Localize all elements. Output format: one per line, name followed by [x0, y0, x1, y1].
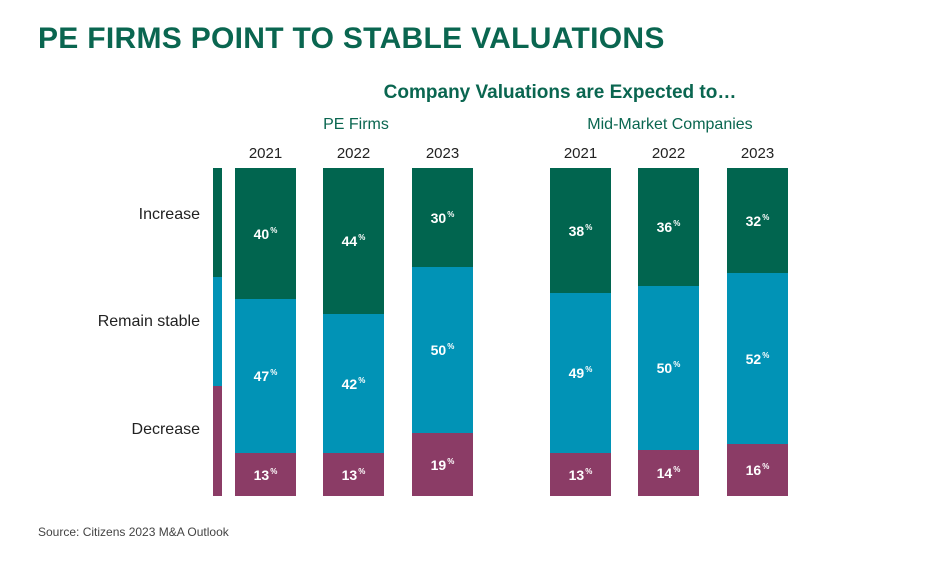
data-label: 49% [568, 365, 593, 381]
legend-strip-decrease [213, 386, 222, 496]
data-label: 13% [253, 466, 278, 483]
source-note: Source: Citizens 2023 M&A Outlook [38, 525, 229, 539]
year-label-mid-market-companies-2023: 2023 [740, 145, 775, 162]
bar-pe-firms-2023: 30% 50% 19% [412, 168, 473, 496]
bar-segment-remain-stable: 52% [727, 273, 788, 444]
legend-label-decrease: Decrease [131, 421, 200, 438]
data-label: 38% [568, 222, 593, 239]
bar-segment-decrease: 13% [550, 453, 611, 496]
group-label-mid-market: Mid-Market Companies [587, 116, 753, 133]
data-label: 50% [656, 360, 681, 376]
data-label: 32% [745, 212, 770, 229]
bar-segment-remain-stable: 50% [638, 286, 699, 450]
bar-mid-market-companies-2022: 36% 50% 14% [638, 168, 699, 496]
year-label-pe-firms-2022: 2022 [336, 145, 371, 162]
bar-segment-increase: 44% [323, 168, 384, 314]
year-label-mid-market-companies-2022: 2022 [651, 145, 686, 162]
legend-strip-increase [213, 168, 222, 277]
legend-label-increase: Increase [138, 206, 200, 223]
data-label: 50% [430, 342, 455, 358]
group-label-pe-firms: PE Firms [323, 116, 389, 133]
data-label: 36% [656, 219, 681, 235]
bar-segment-remain-stable: 47% [235, 299, 296, 453]
data-label: 47% [253, 368, 278, 384]
legend-strip-stable [213, 277, 222, 386]
bar-segment-remain-stable: 50% [412, 267, 473, 433]
year-label-pe-firms-2021: 2021 [248, 145, 283, 162]
legend-label-remain-stable: Remain stable [97, 313, 200, 330]
year-label-mid-market-companies-2021: 2021 [563, 145, 598, 162]
bar-segment-remain-stable: 49% [550, 293, 611, 453]
bar-segment-increase: 32% [727, 168, 788, 273]
data-label: 14% [656, 465, 681, 481]
chart-title: Company Valuations are Expected to… [383, 82, 737, 103]
bar-segment-decrease: 19% [412, 433, 473, 496]
bar-segment-decrease: 14% [638, 450, 699, 496]
bar-segment-decrease: 13% [323, 453, 384, 496]
data-label: 13% [341, 466, 366, 483]
data-label: 40% [253, 225, 278, 242]
bar-pe-firms-2022: 44% 42% 13% [323, 168, 384, 496]
bar-segment-increase: 40% [235, 168, 296, 299]
bar-segment-decrease: 13% [235, 453, 296, 496]
bar-segment-increase: 36% [638, 168, 699, 286]
data-label: 13% [568, 466, 593, 483]
bar-segment-increase: 38% [550, 168, 611, 293]
year-label-pe-firms-2023: 2023 [425, 145, 460, 162]
data-label: 30% [430, 209, 455, 226]
bar-pe-firms-2021: 40% 47% 13% [235, 168, 296, 496]
data-label: 16% [745, 462, 770, 478]
data-label: 42% [341, 375, 366, 392]
bar-segment-decrease: 16% [727, 444, 788, 496]
data-label: 44% [341, 233, 366, 249]
bar-mid-market-companies-2023: 32% 52% 16% [727, 168, 788, 496]
bar-segment-remain-stable: 42% [323, 314, 384, 453]
bar-segment-increase: 30% [412, 168, 473, 267]
data-label: 19% [430, 456, 455, 473]
page-title: PE FIRMS POINT TO STABLE VALUATIONS [38, 22, 665, 55]
data-label: 52% [745, 350, 770, 367]
bar-mid-market-companies-2021: 38% 49% 13% [550, 168, 611, 496]
